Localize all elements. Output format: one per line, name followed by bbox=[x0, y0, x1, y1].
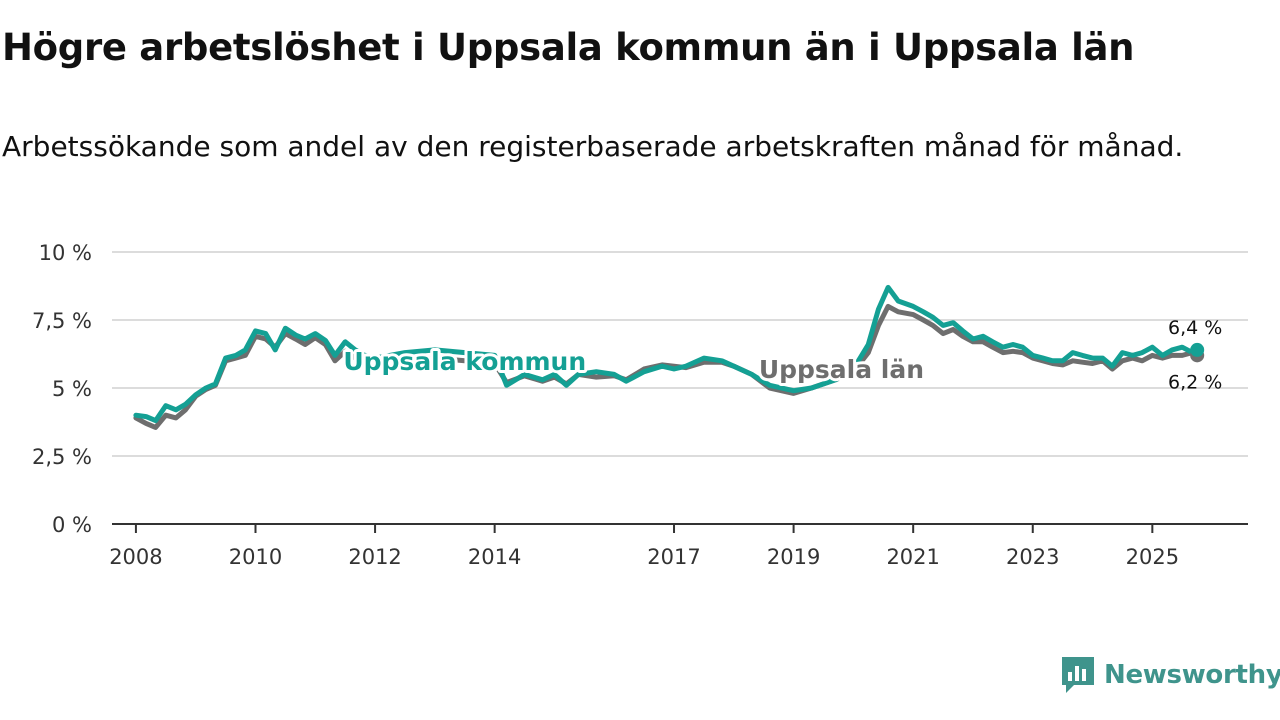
series-lines bbox=[133, 284, 1200, 430]
chart-subtitle: Arbetssökande som andel av den registerb… bbox=[2, 130, 1184, 163]
end-point-marker bbox=[1190, 342, 1205, 357]
end-value-label: 6,2 % bbox=[1168, 371, 1222, 393]
series-annotation: Uppsala kommun bbox=[343, 347, 586, 376]
x-tick-label: 2012 bbox=[348, 545, 401, 569]
x-tick-label: 2014 bbox=[468, 545, 521, 569]
series-labels: Uppsala kommun Uppsala län 6,2 % 6,4 % bbox=[340, 317, 1222, 393]
x-tick-label: 2017 bbox=[647, 545, 700, 569]
x-tick-label: 2021 bbox=[886, 545, 939, 569]
end-value-label: 6,4 % bbox=[1168, 317, 1222, 339]
x-tick-label: 2008 bbox=[109, 545, 162, 569]
x-tick-label: 2019 bbox=[767, 545, 820, 569]
chart-title: Högre arbetslöshet i Uppsala kommun än i… bbox=[2, 26, 1135, 69]
axes: 0 % 2,5 % 5 % 7,5 % 10 % 2008 2010 2012 2014 2017… bbox=[32, 241, 1248, 569]
newsworthy-logo-icon bbox=[1062, 657, 1094, 693]
brand-name: Newsworthy bbox=[1104, 660, 1280, 690]
brand-logo: Newsworthy bbox=[1060, 655, 1280, 695]
y-tick-label: 7,5 % bbox=[32, 309, 92, 333]
gridlines bbox=[112, 251, 1248, 457]
series-annotation: Uppsala län bbox=[759, 355, 924, 384]
y-tick-label: 0 % bbox=[52, 513, 92, 537]
y-tick-label: 2,5 % bbox=[32, 445, 92, 469]
y-tick-label: 5 % bbox=[52, 377, 92, 401]
x-tick-label: 2025 bbox=[1126, 545, 1179, 569]
x-tick-label: 2010 bbox=[229, 545, 282, 569]
y-tick-label: 10 % bbox=[39, 241, 92, 265]
x-tick-label: 2023 bbox=[1006, 545, 1059, 569]
series-line-uppsala-kommun bbox=[133, 284, 1200, 424]
